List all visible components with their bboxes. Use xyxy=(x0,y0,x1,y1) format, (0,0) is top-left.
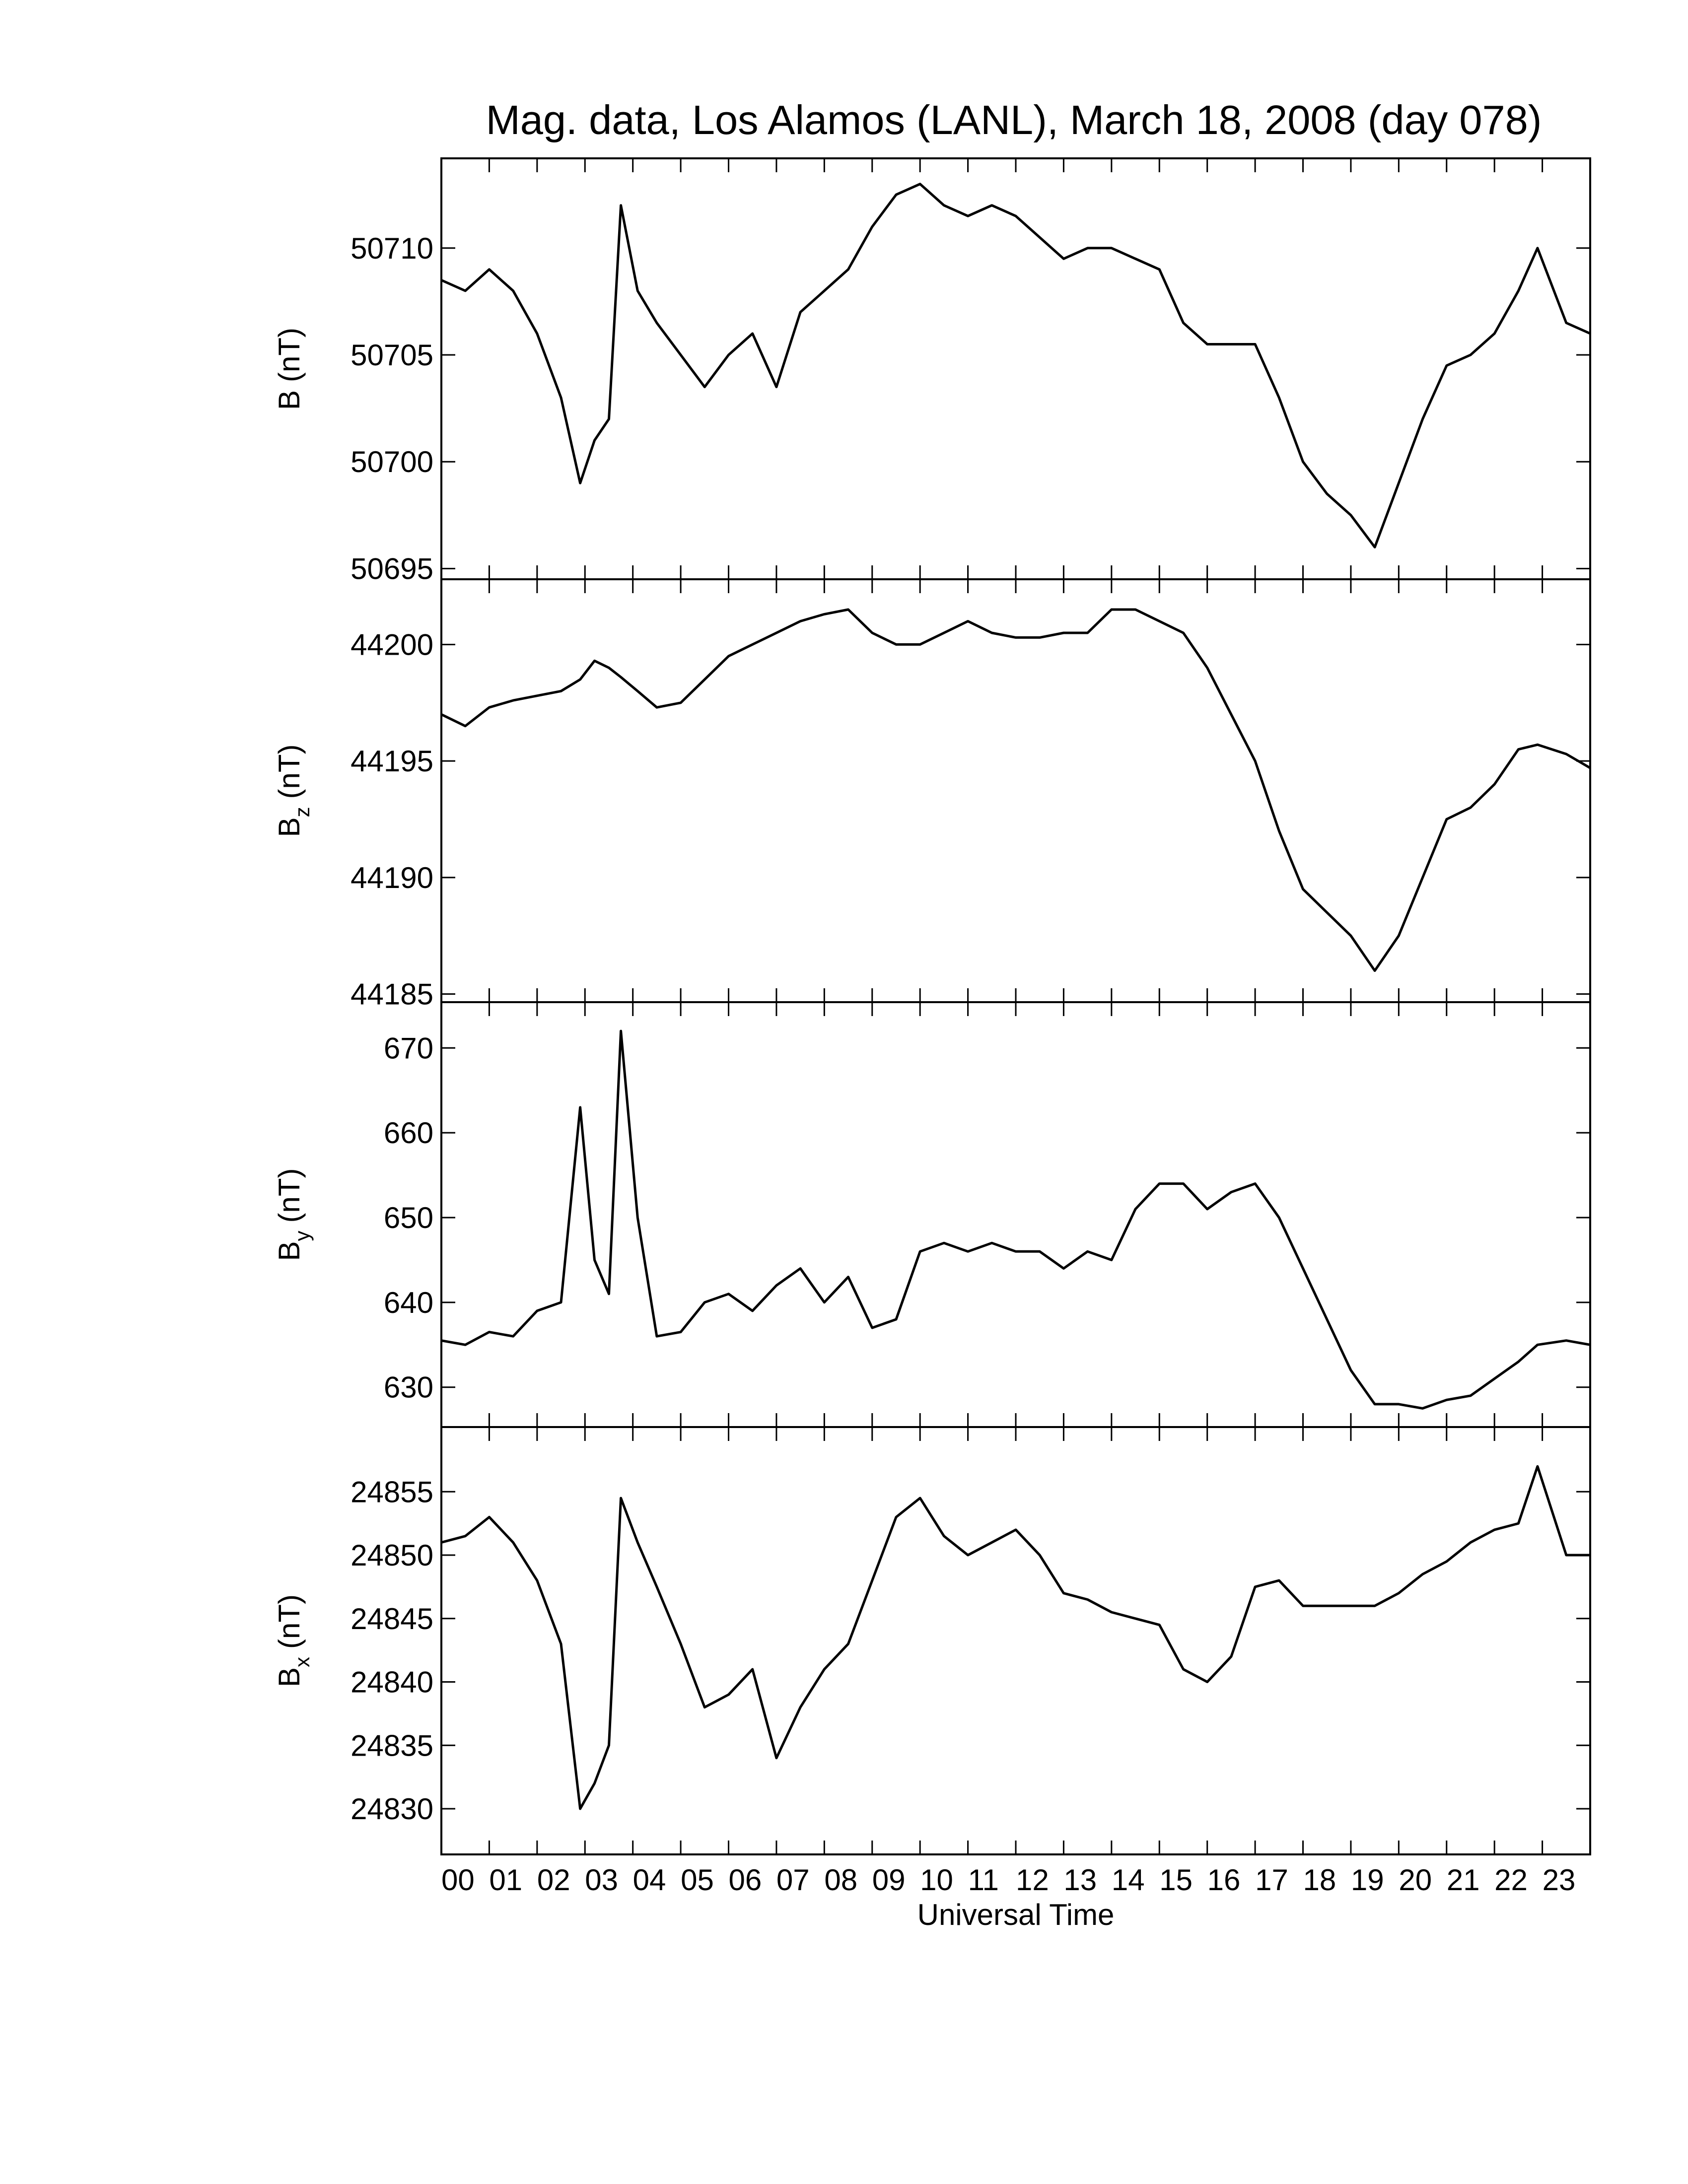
x-tick-label: 19 xyxy=(1351,1863,1384,1897)
y-tick-label: 44185 xyxy=(351,978,433,1011)
x-tick-label: 03 xyxy=(585,1863,618,1897)
y-tick-label: 50710 xyxy=(351,232,433,265)
y-label-part: (nT) xyxy=(273,328,306,382)
y-tick-label: 44190 xyxy=(351,861,433,894)
y-tick-label: 50705 xyxy=(351,339,433,372)
plot-frame xyxy=(440,157,1591,580)
y-axis-label: By (nT) xyxy=(273,1168,314,1261)
x-tick-label: 04 xyxy=(633,1863,666,1897)
x-tick-label: 15 xyxy=(1159,1863,1193,1897)
x-tick-label: 05 xyxy=(681,1863,714,1897)
x-tick-label: 08 xyxy=(824,1863,857,1897)
x-tick-label: 10 xyxy=(920,1863,953,1897)
y-tick-label: 24830 xyxy=(351,1792,433,1826)
y-tick-label: 24835 xyxy=(351,1729,433,1762)
x-tick-label: 20 xyxy=(1399,1863,1432,1897)
y-label-part: B xyxy=(273,817,306,837)
y-label-part: B xyxy=(273,390,306,410)
y-tick-label: 640 xyxy=(384,1286,433,1319)
panel: 44185 44190 44195 44200 Bz (nT) xyxy=(273,578,1591,1011)
x-tick-label: 02 xyxy=(537,1863,570,1897)
plot-frame xyxy=(440,578,1591,1003)
y-axis-label: Bx (nT) xyxy=(273,1594,314,1687)
y-tick-label: 650 xyxy=(384,1201,433,1234)
panel: 24830 24835 24840 24845 24850 24855 00 01 02 03 04… xyxy=(273,1426,1591,1931)
x-tick-label: 23 xyxy=(1543,1863,1576,1897)
y-label-part: B xyxy=(273,1667,306,1687)
y-tick-label: 670 xyxy=(384,1031,433,1065)
data-line xyxy=(440,608,1591,972)
data-line xyxy=(441,1029,1591,1410)
y-tick-label: 44195 xyxy=(351,745,433,778)
y-label-subscript: z xyxy=(290,807,314,817)
x-tick-label: 21 xyxy=(1447,1863,1480,1897)
y-tick-label: 50695 xyxy=(351,552,433,585)
data-line xyxy=(441,1465,1590,1810)
x-tick-label: 09 xyxy=(872,1863,906,1897)
y-label-part: (nT) xyxy=(273,1594,306,1649)
y-tick-label: 630 xyxy=(384,1371,433,1404)
y-tick-label: 660 xyxy=(384,1116,433,1150)
y-tick-label: 24840 xyxy=(351,1666,433,1699)
x-tick-label: 11 xyxy=(968,1863,999,1897)
x-tick-label: 12 xyxy=(1016,1863,1049,1897)
x-tick-label: 17 xyxy=(1255,1863,1288,1897)
data-line xyxy=(440,183,1591,548)
y-label-part: (nT) xyxy=(273,744,306,799)
x-tick-label: 07 xyxy=(776,1863,810,1897)
y-axis-label: Bz (nT) xyxy=(273,744,314,837)
x-tick-label: 00 xyxy=(441,1863,475,1897)
x-tick-label: 22 xyxy=(1494,1863,1528,1897)
y-label-part: B xyxy=(273,1241,306,1261)
plot-frame xyxy=(440,1426,1591,1855)
y-tick-label: 24855 xyxy=(351,1475,433,1508)
x-tick-label: 14 xyxy=(1112,1863,1145,1897)
y-label-subscript: x xyxy=(290,1657,314,1667)
panel: Mag. data, Los Alamos (LANL), March 18, … xyxy=(273,97,1591,585)
y-axis-label: B (nT) xyxy=(273,328,306,410)
chart-title: Mag. data, Los Alamos (LANL), March 18, … xyxy=(486,97,1542,143)
y-label-subscript: y xyxy=(290,1230,314,1241)
x-tick-label: 16 xyxy=(1207,1863,1241,1897)
x-axis-label: Universal Time xyxy=(917,1898,1115,1931)
y-tick-label: 24845 xyxy=(351,1602,433,1636)
y-tick-label: 50700 xyxy=(351,445,433,478)
panel: 630 640 650 660 670 By (nT) xyxy=(273,1001,1591,1428)
y-tick-label: 24850 xyxy=(351,1539,433,1572)
x-tick-label: 01 xyxy=(489,1863,522,1897)
x-tick-label: 13 xyxy=(1063,1863,1097,1897)
y-tick-label: 44200 xyxy=(351,628,433,661)
x-tick-label: 18 xyxy=(1303,1863,1336,1897)
x-tick-label: 06 xyxy=(729,1863,762,1897)
y-label-part: (nT) xyxy=(273,1168,306,1223)
